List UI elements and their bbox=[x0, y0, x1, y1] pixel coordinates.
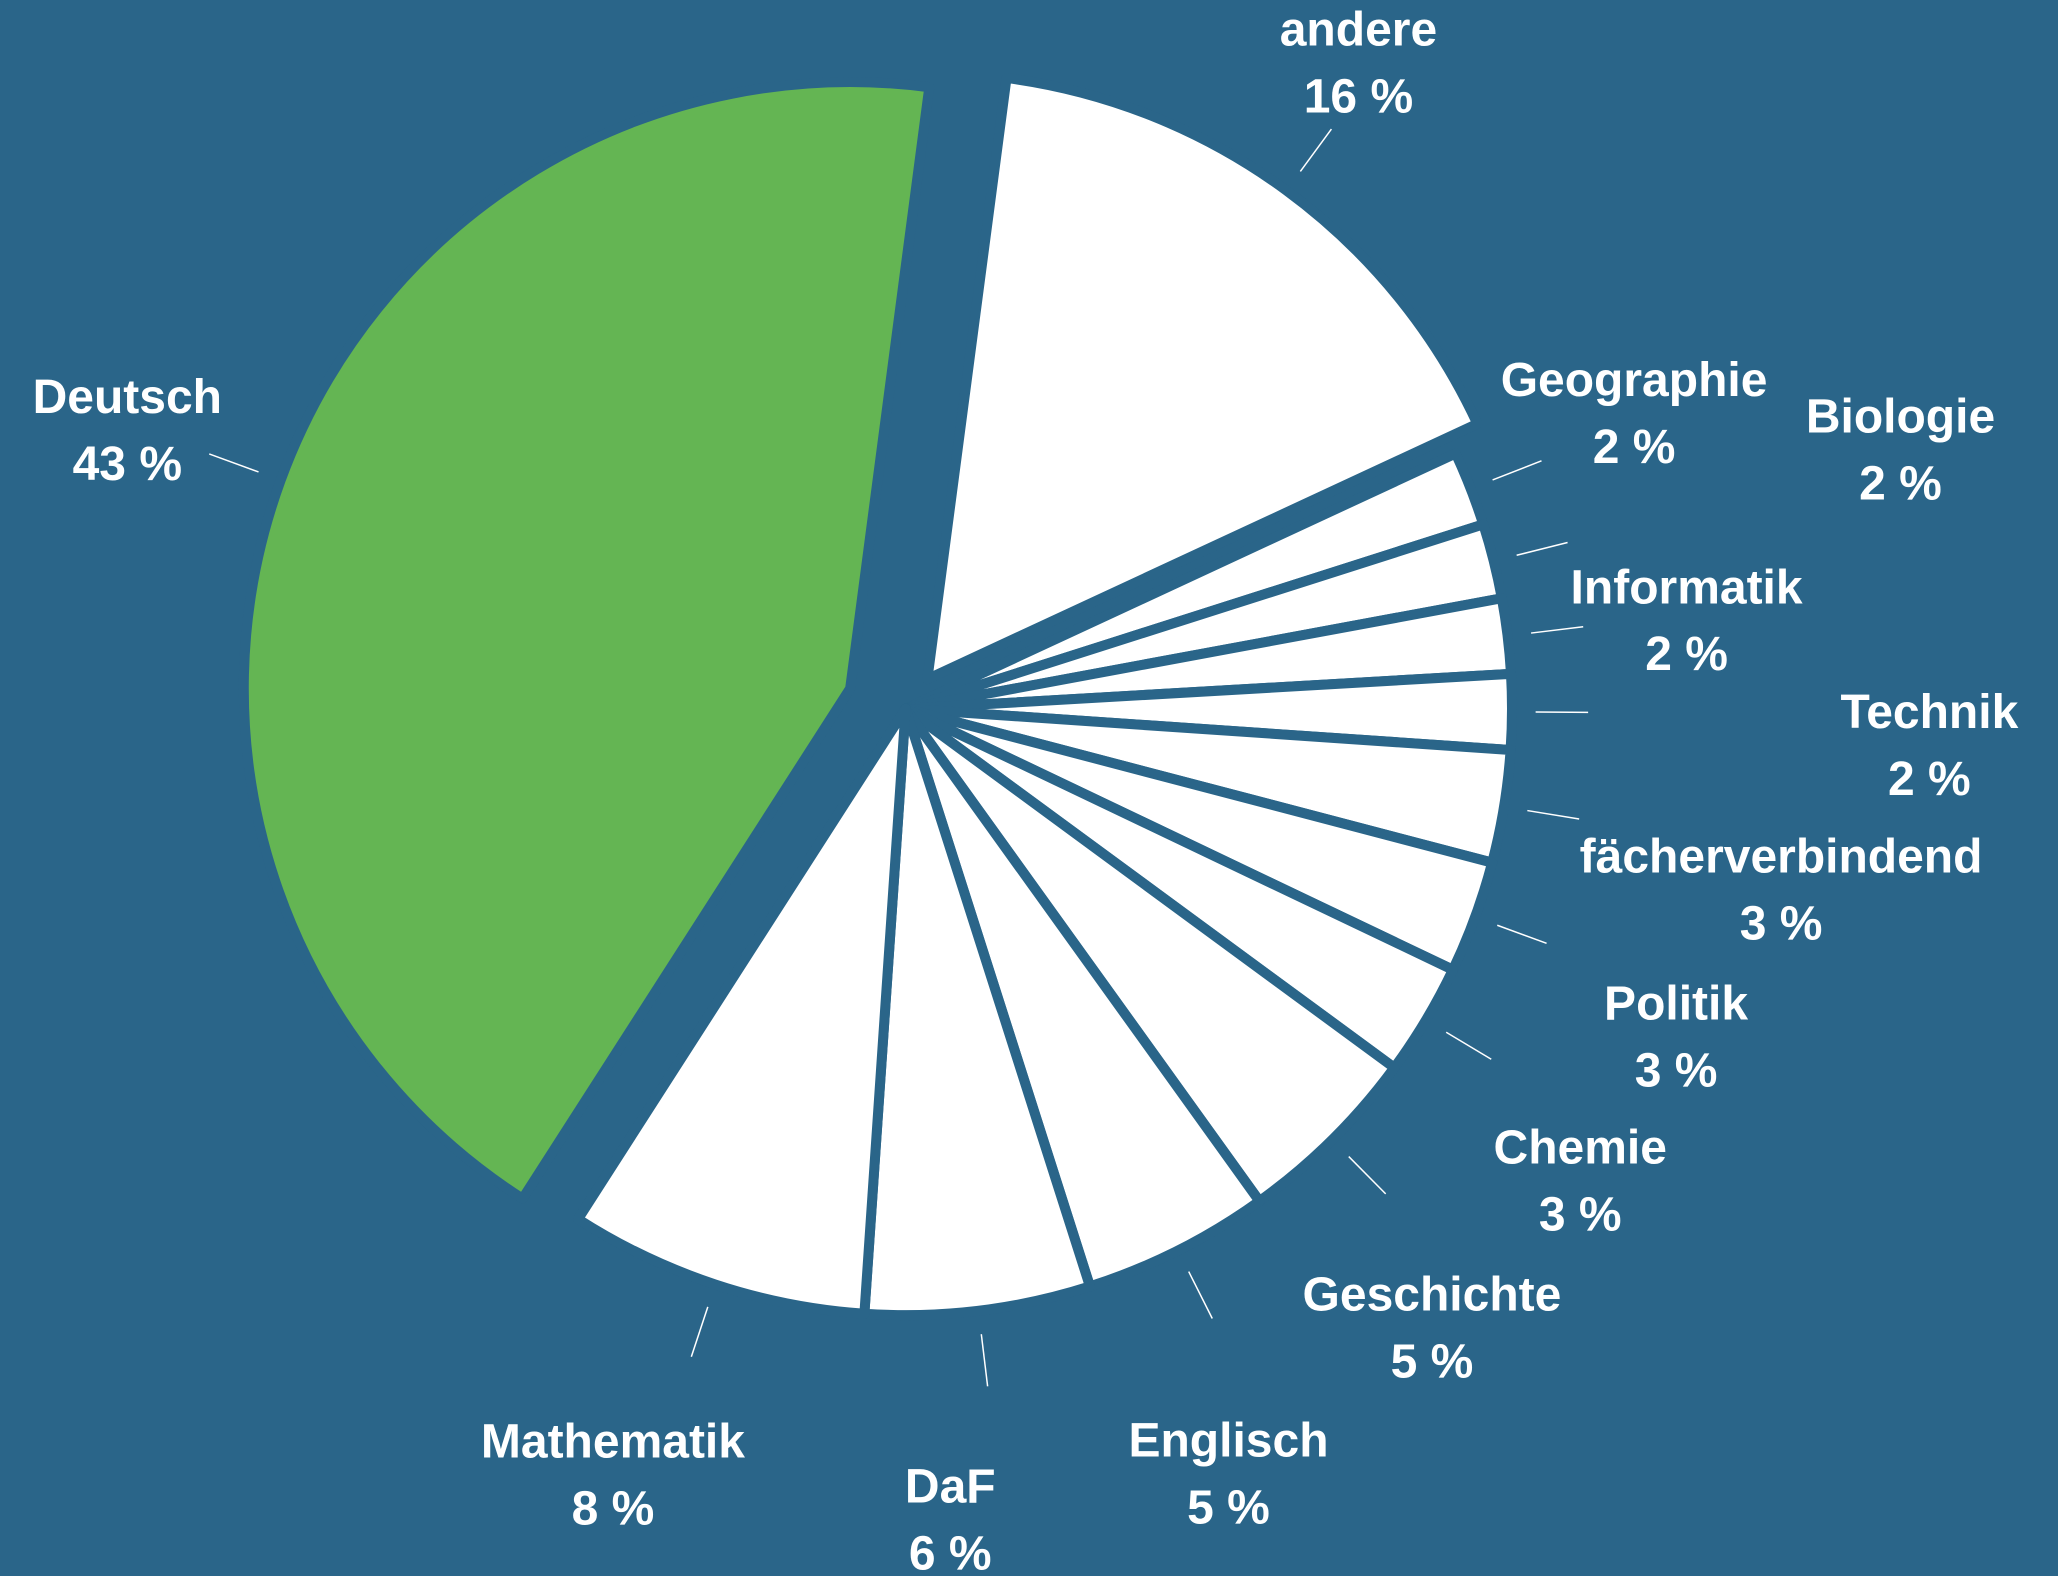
pie-slice bbox=[922, 72, 1483, 685]
slice-value-label: 3 % bbox=[1635, 1044, 1718, 1097]
pie-slice bbox=[900, 703, 1400, 1207]
slice-label: fächerverbindend bbox=[1580, 830, 1983, 883]
leader-line bbox=[208, 453, 259, 473]
slice-label: Deutsch bbox=[33, 371, 222, 424]
leader-line bbox=[1530, 626, 1584, 634]
slice-label: Geschichte bbox=[1303, 1269, 1562, 1322]
slice-value-label: 3 % bbox=[1539, 1189, 1622, 1242]
leader-line bbox=[1496, 924, 1547, 945]
leader-line bbox=[1527, 809, 1580, 820]
leader-line bbox=[1299, 128, 1333, 172]
slice-value-label: 2 % bbox=[1888, 753, 1971, 806]
slice-label: andere bbox=[1280, 3, 1437, 56]
slice-value-label: 8 % bbox=[572, 1483, 655, 1536]
pie-slice bbox=[238, 77, 935, 1204]
slice-label: Geographie bbox=[1501, 354, 1768, 407]
leader-line bbox=[980, 1334, 989, 1387]
leader-line bbox=[1492, 460, 1542, 481]
slice-value-label: 43 % bbox=[73, 438, 182, 491]
slice-value-label: 5 % bbox=[1391, 1336, 1474, 1389]
leader-line bbox=[690, 1306, 709, 1357]
slice-label: Technik bbox=[1840, 686, 2018, 739]
leader-line bbox=[1445, 1031, 1492, 1060]
slice-value-label: 16 % bbox=[1304, 70, 1413, 123]
slice-label: Mathematik bbox=[481, 1416, 745, 1469]
leader-line bbox=[1348, 1156, 1387, 1195]
slice-value-label: 6 % bbox=[909, 1527, 992, 1576]
slice-value-label: 2 % bbox=[1593, 421, 1676, 474]
pie-slice bbox=[900, 703, 1265, 1292]
pie-slice bbox=[859, 703, 1095, 1321]
slice-label: Englisch bbox=[1128, 1414, 1328, 1467]
slice-value-label: 2 % bbox=[1859, 458, 1942, 511]
slice-value-label: 5 % bbox=[1187, 1481, 1270, 1534]
slice-label: Chemie bbox=[1494, 1122, 1667, 1175]
slice-label: DaF bbox=[905, 1460, 996, 1513]
slice-label: Politik bbox=[1604, 977, 1748, 1030]
pie-slice bbox=[573, 703, 911, 1319]
leader-line bbox=[1516, 541, 1568, 556]
leader-line bbox=[1188, 1271, 1213, 1319]
slice-value-label: 2 % bbox=[1645, 628, 1728, 681]
slice-label: Informatik bbox=[1571, 561, 1803, 614]
slice-label: Biologie bbox=[1806, 391, 1995, 444]
slice-value-label: 3 % bbox=[1740, 897, 1823, 950]
